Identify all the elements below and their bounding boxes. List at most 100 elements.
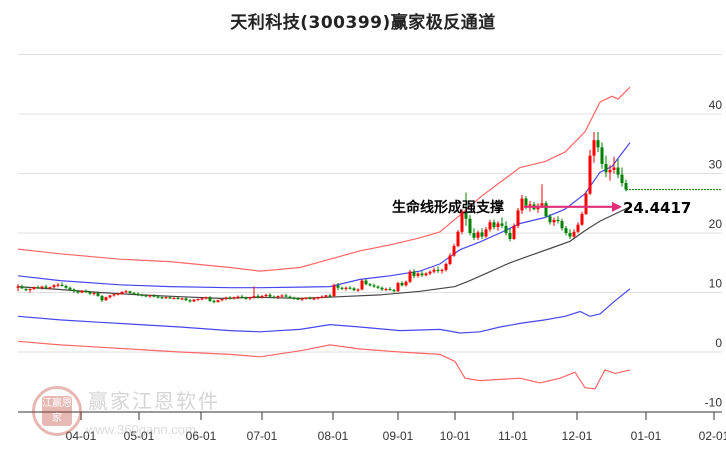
candle-body bbox=[264, 294, 268, 297]
candle-body bbox=[412, 271, 416, 276]
candle-body bbox=[36, 287, 40, 289]
candle-body bbox=[64, 285, 68, 288]
candle-body bbox=[16, 286, 20, 288]
candle-body bbox=[212, 300, 216, 303]
candle-body bbox=[156, 296, 160, 298]
x-tick-label: 07-01 bbox=[247, 429, 278, 443]
candle-body bbox=[336, 285, 340, 288]
x-tick-label: 01-01 bbox=[631, 429, 662, 443]
candle-body bbox=[96, 293, 100, 297]
candle-body bbox=[392, 290, 396, 292]
x-axis: 04-01 05-01 06-01 07-01 08-01 09-01 10-01 11-01… bbox=[18, 411, 726, 443]
candle-body bbox=[328, 295, 332, 297]
candle-body bbox=[172, 297, 176, 299]
candle-body bbox=[168, 297, 172, 299]
candle-body bbox=[52, 285, 56, 288]
candle-body bbox=[456, 231, 460, 247]
candle-body bbox=[184, 298, 188, 301]
candle-body bbox=[372, 285, 376, 287]
candle-body bbox=[44, 286, 48, 288]
candle-body bbox=[424, 273, 428, 276]
candle-body bbox=[620, 174, 624, 184]
candle-body bbox=[284, 295, 288, 297]
candle-body bbox=[60, 284, 64, 286]
candle-body bbox=[240, 296, 244, 298]
candle-body bbox=[540, 203, 544, 206]
candle-body bbox=[576, 224, 580, 232]
candle-body bbox=[196, 299, 200, 301]
candle-body bbox=[464, 211, 468, 219]
candle-body bbox=[144, 295, 148, 297]
candle-body bbox=[56, 284, 60, 286]
arrow-head-icon bbox=[612, 201, 622, 212]
candle-body bbox=[420, 273, 424, 276]
candle-body bbox=[248, 297, 252, 299]
annotation-value: 24.4417 bbox=[623, 199, 691, 217]
candle-body bbox=[432, 269, 436, 272]
candle-body bbox=[132, 293, 136, 295]
candle-body bbox=[568, 233, 572, 237]
candle-body bbox=[208, 297, 212, 301]
candle-body bbox=[176, 297, 180, 300]
candle-body bbox=[504, 225, 508, 233]
candle-body bbox=[160, 297, 164, 299]
candle-body bbox=[116, 293, 120, 295]
candle-body bbox=[304, 297, 308, 299]
candle-body bbox=[416, 273, 420, 276]
y-tick-label: -10 bbox=[705, 396, 723, 410]
y-tick-label: 0 bbox=[715, 336, 722, 350]
candle-body bbox=[624, 183, 628, 190]
candle-body bbox=[460, 211, 464, 232]
gridlines bbox=[18, 54, 722, 353]
y-tick-label: 10 bbox=[709, 277, 723, 291]
y-axis-labels: -10 0 10 20 30 40 bbox=[705, 98, 723, 410]
candle-body bbox=[476, 232, 480, 238]
channel-bands bbox=[17, 86, 631, 390]
candle-body bbox=[316, 297, 320, 299]
x-tick-label: 09-01 bbox=[383, 429, 414, 443]
candle-body bbox=[448, 255, 452, 264]
candle-body bbox=[120, 291, 124, 294]
candle-body bbox=[300, 298, 304, 300]
x-tick-label: 04-01 bbox=[66, 429, 97, 443]
candle-body bbox=[292, 297, 296, 299]
candle-body bbox=[280, 295, 284, 297]
candle-body bbox=[232, 297, 236, 299]
candle-body bbox=[296, 298, 300, 300]
outer-upper-line bbox=[17, 86, 631, 272]
chart-title: 天利科技(300399)赢家极反通道 bbox=[230, 13, 496, 33]
candle-body bbox=[468, 218, 472, 233]
candle-body bbox=[24, 288, 28, 291]
candle-body bbox=[544, 203, 548, 217]
candle-body bbox=[76, 291, 80, 293]
candle-body bbox=[252, 296, 256, 298]
candle-body bbox=[104, 297, 108, 301]
candle-body bbox=[228, 297, 232, 299]
outer-lower-line bbox=[17, 340, 631, 390]
candle-body bbox=[48, 287, 52, 289]
candle-body bbox=[500, 223, 504, 226]
inner-upper-line bbox=[17, 142, 631, 289]
candle-body bbox=[136, 293, 140, 295]
annotation-label: 生命线形成强支撑 bbox=[392, 199, 504, 216]
candle-body bbox=[320, 296, 324, 298]
x-tick-label: 10-01 bbox=[440, 429, 471, 443]
candle-body bbox=[364, 280, 368, 285]
candle-body bbox=[100, 296, 104, 301]
candle-body bbox=[400, 282, 404, 286]
candle-body bbox=[40, 286, 44, 288]
candle-body bbox=[348, 287, 352, 289]
candle-body bbox=[548, 216, 552, 223]
candle-body bbox=[492, 222, 496, 228]
candle-body bbox=[552, 219, 556, 223]
candle-body bbox=[596, 140, 600, 148]
candle-body bbox=[200, 298, 204, 300]
candle-body bbox=[352, 288, 356, 291]
candle-body bbox=[520, 198, 524, 211]
candle-body bbox=[108, 295, 112, 298]
candle-body bbox=[112, 294, 116, 296]
candle-body bbox=[276, 296, 280, 298]
candle-body bbox=[408, 271, 412, 282]
candle-body bbox=[440, 269, 444, 272]
candle-body bbox=[564, 228, 568, 233]
